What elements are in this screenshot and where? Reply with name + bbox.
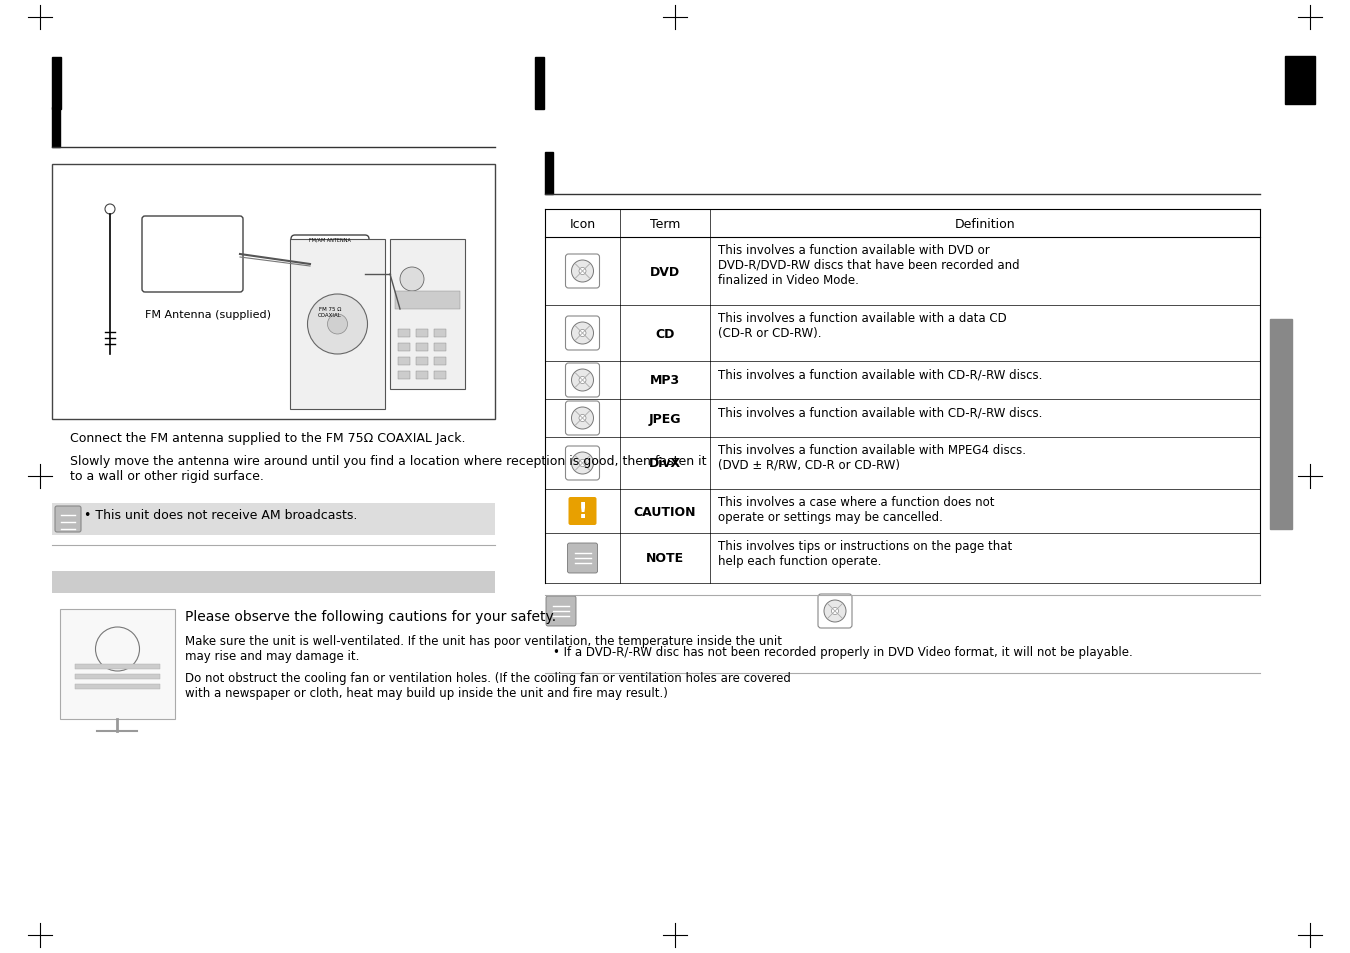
Bar bbox=[416, 344, 428, 352]
Text: DVD: DVD bbox=[649, 265, 680, 278]
Bar bbox=[53, 108, 59, 148]
Circle shape bbox=[832, 608, 838, 615]
Circle shape bbox=[824, 600, 846, 622]
Text: FM 75 Ω
COAXIAL: FM 75 Ω COAXIAL bbox=[319, 307, 342, 317]
Text: Connect the FM antenna supplied to the FM 75Ω COAXIAL Jack.: Connect the FM antenna supplied to the F… bbox=[70, 432, 466, 444]
Text: FM Antenna (supplied): FM Antenna (supplied) bbox=[144, 310, 271, 319]
Circle shape bbox=[579, 377, 586, 384]
Text: Definition: Definition bbox=[954, 217, 1015, 231]
Bar bbox=[396, 292, 460, 310]
Bar bbox=[398, 344, 410, 352]
Bar bbox=[545, 152, 554, 194]
Circle shape bbox=[571, 453, 594, 475]
Circle shape bbox=[579, 460, 586, 467]
Text: DivX: DivX bbox=[649, 457, 680, 470]
Text: • This unit does not receive AM broadcasts.: • This unit does not receive AM broadcas… bbox=[84, 509, 358, 521]
Text: This involves a function available with MPEG4 discs.
(DVD ± R/RW, CD-R or CD-RW): This involves a function available with … bbox=[718, 443, 1026, 472]
Bar bbox=[433, 357, 446, 366]
Bar bbox=[416, 330, 428, 337]
Text: MP3: MP3 bbox=[649, 375, 680, 387]
Bar bbox=[53, 503, 495, 536]
Text: CD: CD bbox=[655, 327, 675, 340]
Text: NOTE: NOTE bbox=[645, 552, 684, 565]
Bar bbox=[59, 609, 176, 720]
Circle shape bbox=[571, 408, 594, 430]
Circle shape bbox=[571, 370, 594, 392]
FancyBboxPatch shape bbox=[818, 595, 852, 628]
Text: This involves a case where a function does not
operate or settings may be cancel: This involves a case where a function do… bbox=[718, 496, 995, 523]
Bar bbox=[545, 210, 1260, 237]
Bar bbox=[290, 240, 385, 410]
Bar bbox=[398, 357, 410, 366]
FancyBboxPatch shape bbox=[566, 364, 599, 397]
Bar bbox=[535, 58, 544, 110]
Text: This involves a function available with DVD or
DVD-R/DVD-RW discs that have been: This involves a function available with … bbox=[718, 244, 1019, 287]
Text: This involves a function available with CD-R/-RW discs.: This involves a function available with … bbox=[718, 368, 1042, 380]
Text: Icon: Icon bbox=[570, 217, 595, 231]
Bar bbox=[1285, 57, 1315, 105]
Text: Please observe the following cautions for your safety.: Please observe the following cautions fo… bbox=[185, 609, 556, 623]
FancyBboxPatch shape bbox=[568, 497, 597, 525]
Bar bbox=[76, 675, 161, 679]
Text: This involves tips or instructions on the page that
help each function operate.: This involves tips or instructions on th… bbox=[718, 539, 1012, 567]
Bar bbox=[1270, 319, 1292, 530]
Bar bbox=[433, 372, 446, 379]
FancyBboxPatch shape bbox=[142, 216, 243, 293]
Text: FM/AM ANTENNA: FM/AM ANTENNA bbox=[309, 236, 351, 242]
Bar bbox=[390, 240, 464, 390]
Bar bbox=[53, 165, 495, 419]
Circle shape bbox=[328, 314, 347, 335]
FancyBboxPatch shape bbox=[567, 543, 598, 574]
Bar bbox=[416, 357, 428, 366]
Text: Do not obstruct the cooling fan or ventilation holes. (If the cooling fan or ven: Do not obstruct the cooling fan or venti… bbox=[185, 671, 791, 700]
Bar bbox=[76, 684, 161, 689]
Circle shape bbox=[105, 205, 115, 214]
Bar bbox=[53, 58, 61, 110]
FancyBboxPatch shape bbox=[566, 316, 599, 351]
Text: Slowly move the antenna wire around until you find a location where reception is: Slowly move the antenna wire around unti… bbox=[70, 455, 706, 482]
Text: Term: Term bbox=[649, 217, 680, 231]
Circle shape bbox=[400, 268, 424, 292]
Bar bbox=[53, 572, 495, 594]
Bar bbox=[433, 330, 446, 337]
FancyBboxPatch shape bbox=[55, 506, 81, 533]
Text: This involves a function available with CD-R/-RW discs.: This involves a function available with … bbox=[718, 406, 1042, 418]
FancyBboxPatch shape bbox=[566, 401, 599, 436]
Text: JPEG: JPEG bbox=[649, 412, 682, 425]
Text: !: ! bbox=[578, 501, 587, 521]
Text: Make sure the unit is well-ventilated. If the unit has poor ventilation, the tem: Make sure the unit is well-ventilated. I… bbox=[185, 635, 782, 662]
Text: CAUTION: CAUTION bbox=[633, 505, 697, 518]
Circle shape bbox=[579, 268, 586, 275]
Bar bbox=[76, 664, 161, 669]
Bar bbox=[398, 330, 410, 337]
FancyBboxPatch shape bbox=[545, 597, 576, 626]
Circle shape bbox=[308, 294, 367, 355]
Bar bbox=[433, 344, 446, 352]
Bar bbox=[416, 372, 428, 379]
Circle shape bbox=[571, 323, 594, 345]
FancyBboxPatch shape bbox=[566, 254, 599, 289]
Text: • If a DVD-R/-RW disc has not been recorded properly in DVD Video format, it wil: • If a DVD-R/-RW disc has not been recor… bbox=[554, 645, 1133, 659]
FancyBboxPatch shape bbox=[292, 235, 369, 314]
Circle shape bbox=[579, 416, 586, 422]
Bar bbox=[398, 372, 410, 379]
Circle shape bbox=[312, 256, 348, 293]
Circle shape bbox=[579, 330, 586, 337]
FancyBboxPatch shape bbox=[566, 447, 599, 480]
Text: This involves a function available with a data CD
(CD-R or CD-RW).: This involves a function available with … bbox=[718, 312, 1007, 339]
Circle shape bbox=[571, 261, 594, 283]
